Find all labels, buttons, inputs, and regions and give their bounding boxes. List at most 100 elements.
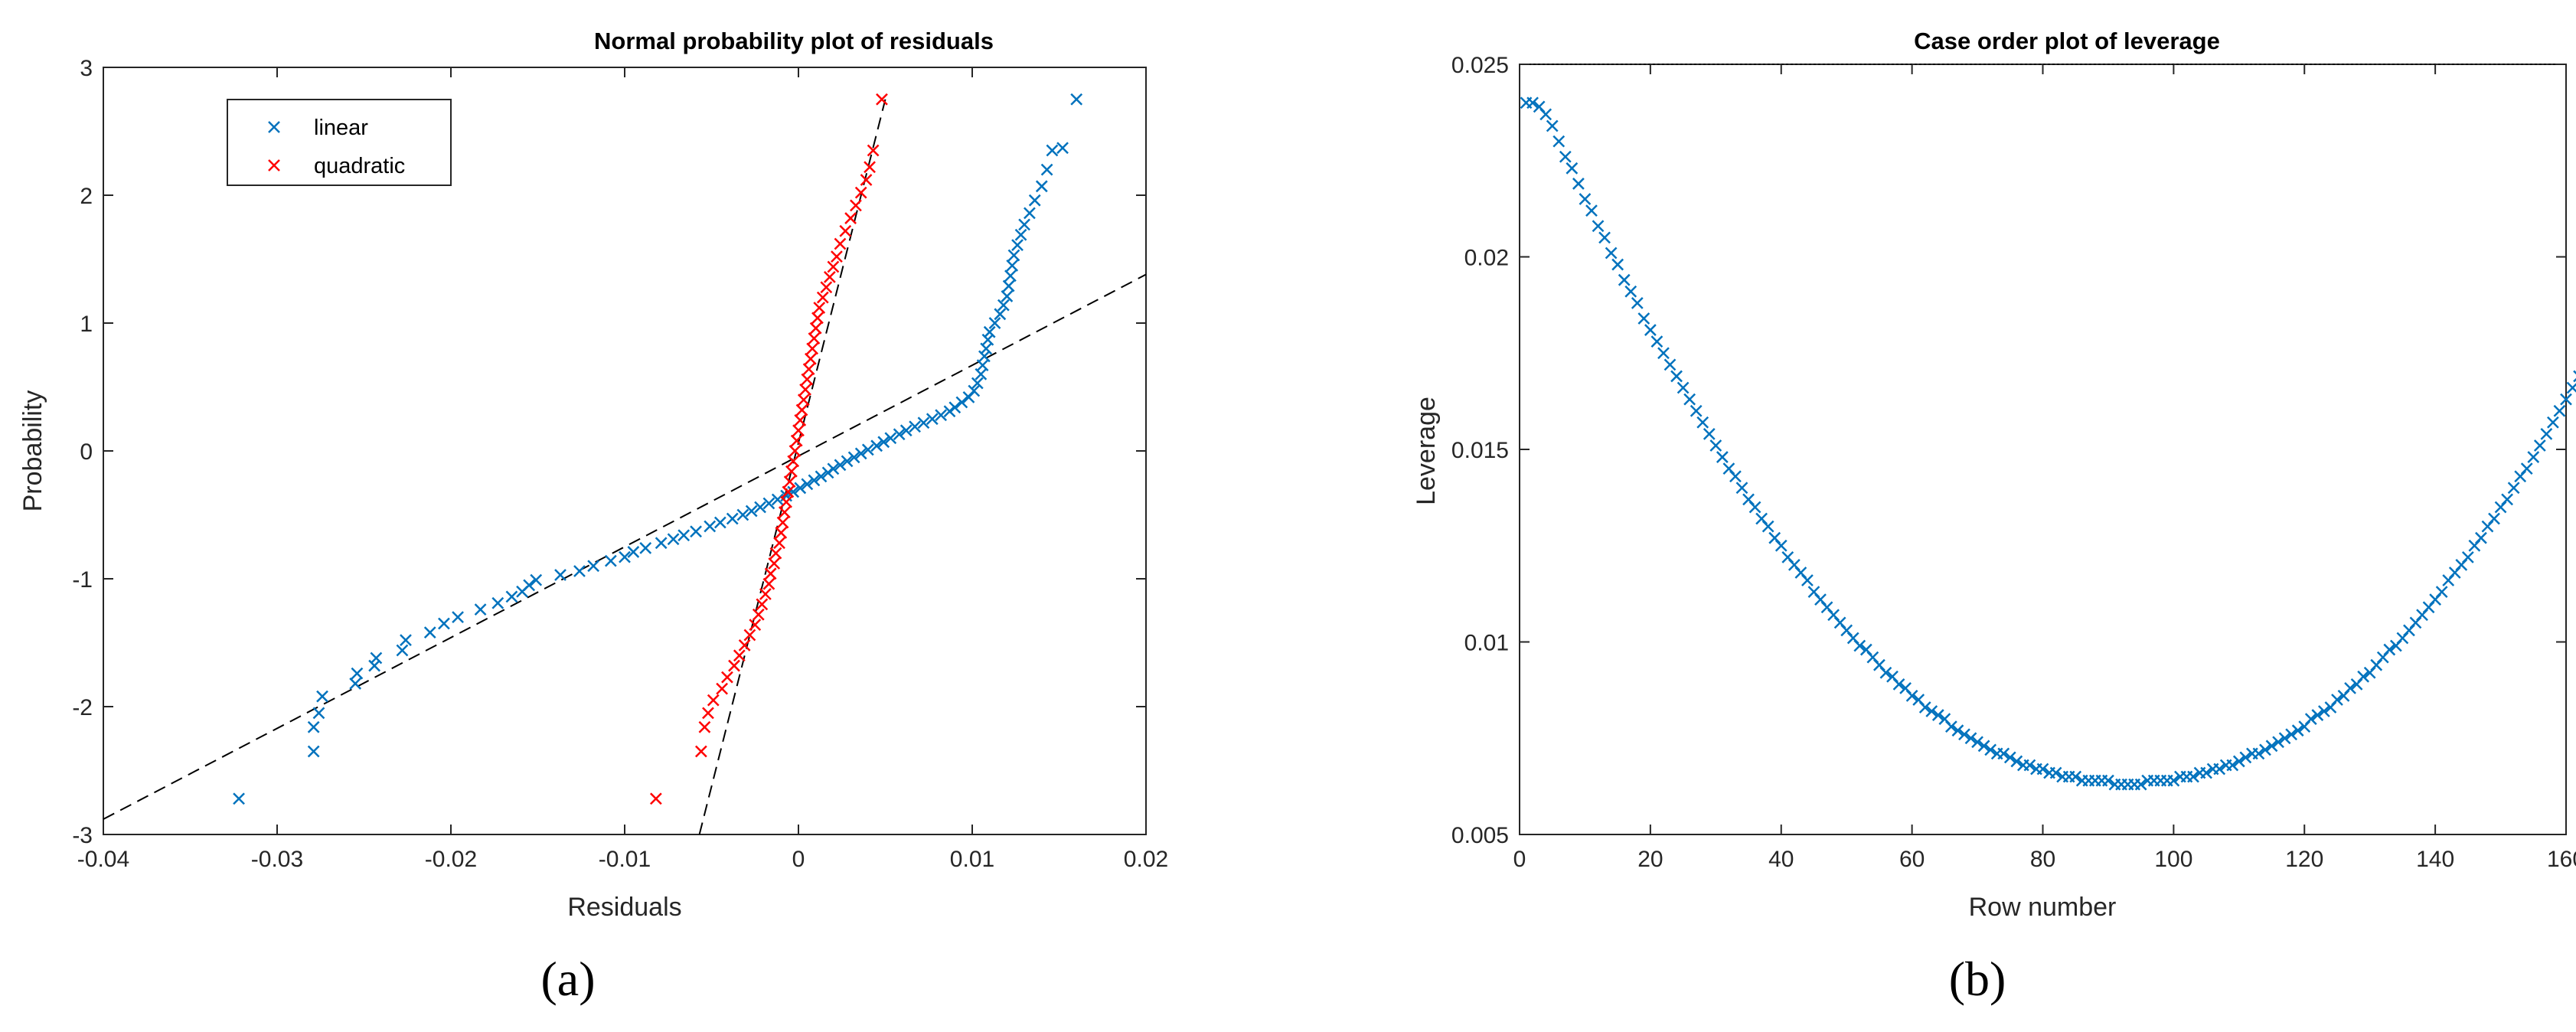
data-point-linear (762, 497, 775, 510)
data-point-leverage (1951, 724, 1964, 737)
data-point-linear (787, 485, 800, 498)
data-point-quadratic (733, 649, 746, 662)
data-point-linear (841, 455, 854, 468)
data-point-linear (1040, 163, 1053, 176)
data-point-quadratic (716, 682, 729, 695)
data-point-linear (619, 550, 631, 563)
data-point-linear (726, 512, 739, 525)
data-point-quadratic (738, 638, 751, 652)
data-point-linear (971, 377, 984, 390)
data-point-leverage (2167, 774, 2180, 787)
data-point-quadratic (694, 745, 707, 758)
data-point-quadratic (864, 161, 876, 174)
data-point-quadratic (809, 322, 822, 335)
data-point-quadratic (827, 260, 840, 273)
chart-b-title: Case order plot of leverage (1914, 28, 2220, 54)
data-point-linear (808, 474, 821, 487)
data-point-leverage (1644, 324, 1657, 336)
chart-a-x-tick-label: 0.01 (950, 847, 994, 872)
chart-a-title: Normal probability plot of residuals (594, 28, 994, 54)
chart-a-x-tick-label: -0.03 (251, 847, 303, 872)
data-point-leverage (1539, 108, 1552, 121)
chart-b-y-tick-label: 0.02 (1464, 246, 1509, 271)
data-point-leverage (2533, 439, 2546, 452)
data-point-quadratic (707, 694, 720, 707)
data-point-linear (530, 573, 543, 586)
data-point-linear (627, 546, 640, 558)
data-point-linear (1011, 239, 1024, 252)
data-point-quadratic (785, 465, 798, 478)
data-point-quadratic (850, 199, 862, 212)
data-point-leverage (1964, 732, 1977, 745)
data-point-leverage (1716, 451, 1729, 463)
data-point-linear (745, 505, 758, 518)
data-point-linear (754, 501, 766, 514)
data-point-leverage (2278, 732, 2291, 745)
data-point-quadratic (834, 237, 847, 250)
data-point-leverage (2102, 774, 2114, 787)
data-point-linear (815, 470, 828, 483)
data-point-quadratic (780, 495, 792, 508)
data-point-quadratic (778, 506, 791, 519)
chart-b-plot-area (1519, 64, 2567, 835)
data-point-leverage (1579, 193, 1592, 205)
data-point-linear (948, 401, 962, 414)
chart-a-y-label: Probability (18, 390, 47, 512)
data-point-leverage (2461, 550, 2474, 563)
data-point-leverage (1761, 520, 1774, 533)
data-point-linear (1028, 194, 1041, 207)
data-point-leverage (1683, 393, 1696, 406)
chart-b-y-axis: 0.005 0.01 0.015 0.02 0.025 (1451, 53, 2566, 848)
data-point-quadratic (759, 588, 772, 600)
data-point-leverage (2331, 694, 2343, 706)
chart-a-y-tick-label: 0 (80, 439, 93, 465)
data-point-leverage (2357, 670, 2370, 683)
chart-b-x-axis: 0 20 40 60 80 100 120 140 160 (1513, 64, 2576, 872)
data-point-leverage (2226, 759, 2239, 772)
data-point-linear (988, 317, 1001, 329)
data-point-leverage (1546, 119, 1559, 132)
data-point-leverage (2252, 747, 2265, 760)
data-point-quadratic (844, 212, 857, 224)
data-point-linear (523, 579, 536, 592)
data-point-linear (713, 516, 726, 529)
data-point-linear (1018, 218, 1030, 231)
data-point-leverage (2540, 427, 2553, 440)
data-point-quadratic (808, 332, 821, 345)
data-point-quadratic (797, 394, 810, 407)
chart-a-x-tick-label: -0.04 (77, 847, 129, 872)
data-point-leverage (2069, 770, 2082, 783)
data-point-linear (884, 432, 897, 445)
data-point-leverage (1572, 178, 1585, 190)
data-point-quadratic (795, 403, 808, 416)
data-point-linear (438, 617, 450, 630)
chart-b-x-tick-label: 100 (2154, 847, 2192, 872)
data-point-leverage (1670, 370, 1683, 383)
legend-marker-linear (268, 121, 280, 133)
data-point-quadratic (783, 475, 796, 488)
data-point-leverage (2344, 681, 2356, 694)
data-point-linear (893, 428, 906, 441)
chart-a-y-tick-label: 1 (80, 312, 93, 337)
data-point-leverage (1585, 204, 1598, 217)
data-point-leverage (2501, 493, 2513, 506)
data-point-linear (505, 590, 518, 603)
data-point-linear (1006, 259, 1019, 272)
data-point-linear (349, 678, 362, 690)
data-point-quadratic (799, 383, 811, 396)
chart-a-y-tick-label: -2 (72, 695, 93, 720)
data-point-linear (827, 462, 840, 475)
chart-b-x-tick-label: 120 (2285, 847, 2323, 872)
data-point-linear (604, 554, 617, 567)
data-point-leverage (1663, 358, 1677, 371)
data-point-linear (997, 299, 1010, 312)
chart-b-y-tick-label: 0.005 (1451, 823, 1509, 848)
data-point-linear (943, 405, 956, 418)
data-point-leverage (1774, 539, 1788, 552)
chart-a-y-tick-label: -1 (72, 567, 93, 593)
data-point-linear (351, 667, 364, 680)
chart-a-x-tick-label: 0.02 (1124, 847, 1168, 872)
data-point-linear (1001, 290, 1014, 302)
data-point-leverage (1905, 690, 1918, 702)
data-point-quadratic (790, 434, 803, 447)
